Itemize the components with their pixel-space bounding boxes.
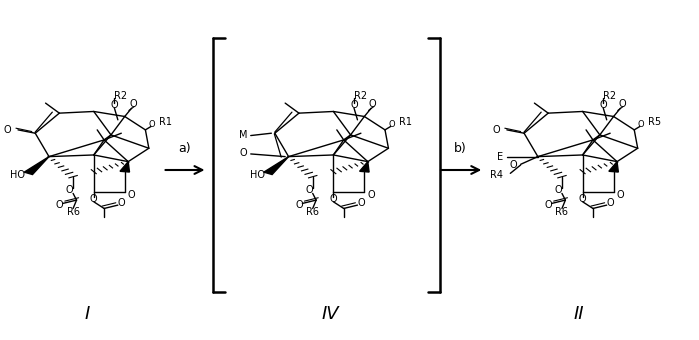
Text: R2: R2 [354,91,367,101]
Text: R2: R2 [603,91,617,101]
Text: R5: R5 [648,117,661,126]
Text: O: O [149,120,155,129]
Text: II: II [574,305,584,323]
Text: I: I [85,305,89,323]
Text: HO: HO [250,170,264,180]
Text: E: E [497,152,503,162]
Text: R1: R1 [398,117,412,126]
Text: a): a) [178,142,191,155]
Text: O: O [129,99,137,109]
Text: O: O [617,190,624,200]
Text: O: O [55,200,63,210]
Text: O: O [555,185,562,195]
Polygon shape [359,162,369,172]
Text: O: O [329,194,337,204]
Text: b): b) [454,142,467,155]
Text: O: O [295,200,303,210]
Text: IV: IV [321,305,339,323]
Text: R4: R4 [491,170,503,180]
Text: O: O [368,190,375,200]
Text: O: O [637,120,644,129]
Text: O: O [90,194,98,204]
Text: O: O [606,199,614,208]
Text: R2: R2 [115,91,127,101]
Text: R6: R6 [306,207,319,218]
Text: O: O [128,190,136,200]
Text: R6: R6 [66,207,80,218]
Text: O: O [492,125,500,135]
Text: O: O [110,100,118,110]
Text: R6: R6 [556,207,568,218]
Text: O: O [117,199,125,208]
Text: O: O [618,99,626,109]
Text: R1: R1 [159,117,172,126]
Text: O: O [240,148,247,158]
Text: O: O [389,120,395,129]
Text: M: M [239,130,247,140]
Text: O: O [579,194,586,204]
Polygon shape [609,162,619,172]
Text: HO: HO [10,170,25,180]
Text: O: O [510,160,517,170]
Text: O: O [357,199,365,208]
Text: O: O [305,185,313,195]
Text: O: O [600,100,607,110]
Polygon shape [120,162,129,172]
Text: O: O [66,185,73,195]
Polygon shape [264,157,289,174]
Text: O: O [350,100,358,110]
Text: O: O [3,125,11,135]
Text: O: O [369,99,377,109]
Text: O: O [545,200,552,210]
Polygon shape [24,157,49,174]
